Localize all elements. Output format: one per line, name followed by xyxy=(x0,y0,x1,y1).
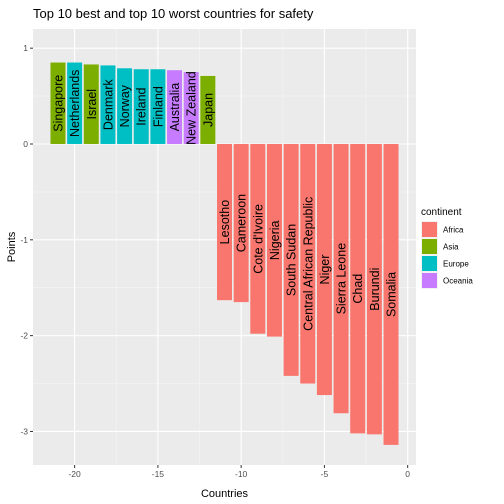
x-axis-title: Countries xyxy=(201,488,249,500)
x-tick-label: -5 xyxy=(321,469,329,479)
bar-label: Chad xyxy=(351,274,365,304)
bar-australia xyxy=(167,70,183,144)
bar-label: Denmark xyxy=(101,79,115,130)
bar-label: Australia xyxy=(168,83,182,132)
bar-sierra-leone xyxy=(333,143,349,414)
bar-label: Somalia xyxy=(385,272,399,317)
bar-norway xyxy=(117,68,133,144)
bar-lesotho xyxy=(217,143,232,301)
x-tick-label: 0 xyxy=(405,469,410,479)
bar-singapore xyxy=(50,62,66,144)
bar-series xyxy=(50,62,399,445)
bar-label: Niger xyxy=(318,255,332,285)
y-tick-label: 1 xyxy=(23,43,28,53)
bar-japan xyxy=(200,75,216,144)
legend-swatch-asia xyxy=(422,239,437,254)
bar-finland xyxy=(150,69,166,144)
y-tick-label: 0 xyxy=(23,139,28,149)
bar-label: Sierra Leone xyxy=(335,243,349,315)
bar-label: New Zealand xyxy=(185,71,199,145)
bar-label: Cameroon xyxy=(235,194,249,252)
y-tick-label: -1 xyxy=(20,235,28,245)
legend-swatch-africa xyxy=(422,222,437,237)
bar-nigeria xyxy=(266,143,282,337)
bar-label: Israel xyxy=(85,89,99,120)
y-axis-ticks: -3 -2 -1 0 1 xyxy=(20,43,33,436)
chart-title: Top 10 best and top 10 worst countries f… xyxy=(33,6,314,21)
bar-central-african-republic xyxy=(300,143,316,384)
y-axis-title: Points xyxy=(6,231,18,262)
bar-label: Burundi xyxy=(368,268,382,311)
x-tick-label: -10 xyxy=(235,469,248,479)
x-axis-ticks: -20 -15 -10 -5 0 xyxy=(68,465,410,479)
legend-label: Oceania xyxy=(443,277,473,286)
bar-denmark xyxy=(100,65,116,144)
bar-chad xyxy=(350,143,366,434)
bar-somalia xyxy=(383,143,399,445)
y-tick-label: -2 xyxy=(20,331,28,341)
bar-new-zealand xyxy=(183,72,199,144)
bar-label: Central African Republic xyxy=(301,197,315,331)
bar-label: Finland xyxy=(151,86,165,127)
bar-label: Singapore xyxy=(51,75,65,132)
x-tick-label: -15 xyxy=(152,469,165,479)
bar-israel xyxy=(83,64,99,144)
bar-label: Ireland xyxy=(135,87,149,125)
bar-label: Japan xyxy=(201,93,215,127)
legend-swatch-europe xyxy=(422,256,437,271)
x-tick-label: -20 xyxy=(68,469,81,479)
legend-label: Africa xyxy=(443,226,464,235)
legend-swatch-oceania xyxy=(422,273,437,288)
bar-burundi xyxy=(366,143,382,435)
bar-cote-d-ivoire xyxy=(250,143,266,334)
y-tick-label: -3 xyxy=(20,426,28,436)
legend-label: Asia xyxy=(443,243,459,252)
bar-label: Norway xyxy=(118,84,132,127)
bar-label: Lesotho xyxy=(218,200,232,245)
bar-label: Netherlands xyxy=(68,70,82,137)
bar-label: South Sudan xyxy=(285,224,299,296)
bar-ireland xyxy=(133,69,149,144)
bar-labels: Singapore Netherlands Israel Denmark Norway I… xyxy=(51,70,398,331)
legend-title: continent xyxy=(421,207,462,218)
bar-label: Nigeria xyxy=(268,220,282,260)
bar-niger xyxy=(316,143,332,396)
legend-label: Europe xyxy=(443,260,469,269)
bar-south-sudan xyxy=(283,143,299,376)
bar-label: Cote d'Ivoire xyxy=(251,204,265,274)
legend: continent Africa Asia Europe Oceania xyxy=(421,207,473,289)
legend-items: Africa Asia Europe Oceania xyxy=(421,221,473,289)
bar-netherlands xyxy=(67,62,83,144)
bar-cameroon xyxy=(233,143,249,303)
